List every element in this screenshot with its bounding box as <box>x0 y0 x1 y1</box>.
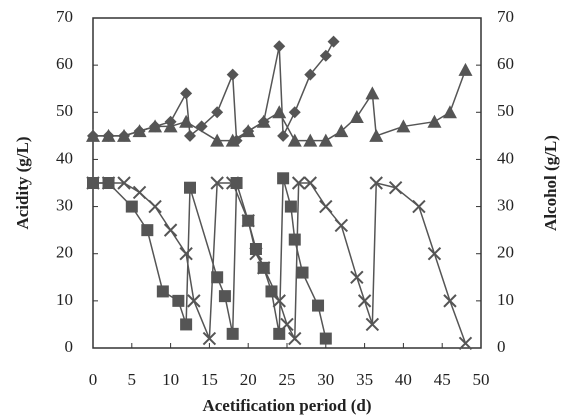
square-marker <box>273 328 285 340</box>
x-tick-label: 30 <box>317 370 334 389</box>
chart: Acetification period (d) Acidity (g/L) A… <box>0 0 567 419</box>
y-tick-label: 10 <box>56 290 73 309</box>
square-marker <box>184 182 196 194</box>
series-line <box>93 70 465 141</box>
y-tick-label: 50 <box>56 101 73 120</box>
triangle-marker <box>427 115 441 128</box>
triangle-marker <box>179 115 193 128</box>
square-marker <box>285 201 297 213</box>
x-tick-label: 10 <box>162 370 179 389</box>
y2-tick-label: 20 <box>497 243 514 262</box>
x-tick-label: 25 <box>279 370 296 389</box>
series-line <box>93 42 334 141</box>
y2-tick-label: 0 <box>497 337 506 356</box>
triangle-marker <box>443 105 457 118</box>
square-marker <box>157 285 169 297</box>
square-marker <box>180 318 192 330</box>
y-tick-label: 0 <box>65 337 74 356</box>
cross-marker <box>335 219 347 231</box>
cross-marker <box>390 182 402 194</box>
x-tick-label: 50 <box>473 370 490 389</box>
cross-marker <box>351 271 363 283</box>
square-marker <box>126 201 138 213</box>
diamond-marker <box>277 130 289 142</box>
x-tick-label: 40 <box>395 370 412 389</box>
diamond-marker <box>328 36 340 48</box>
x-axis-label: Acetification period (d) <box>202 396 371 415</box>
x-tick-label: 20 <box>240 370 257 389</box>
diamond-marker <box>273 40 285 52</box>
cross-marker <box>134 186 146 198</box>
diamond-marker <box>227 69 239 81</box>
cross-marker <box>359 295 371 307</box>
y2-tick-label: 10 <box>497 290 514 309</box>
cross-marker <box>281 318 293 330</box>
cross-marker <box>165 224 177 236</box>
square-marker <box>297 267 309 279</box>
y-tick-label: 70 <box>56 7 73 26</box>
square-marker <box>141 224 153 236</box>
square-marker <box>320 333 332 345</box>
x-tick-label: 5 <box>128 370 137 389</box>
cross-marker <box>444 295 456 307</box>
cross-marker <box>320 201 332 213</box>
triangle-marker <box>272 105 286 118</box>
y2-tick-label: 60 <box>497 54 514 73</box>
square-marker <box>312 300 324 312</box>
square-marker <box>277 172 289 184</box>
square-marker <box>289 234 301 246</box>
y2-tick-label: 30 <box>497 195 514 214</box>
square-marker <box>219 290 231 302</box>
y2-tick-label: 40 <box>497 148 514 167</box>
triangle-marker <box>458 63 472 76</box>
triangle-marker <box>365 86 379 99</box>
square-marker <box>227 328 239 340</box>
cross-marker <box>428 248 440 260</box>
y2-tick-label: 70 <box>497 7 514 26</box>
y2-tick-label: 50 <box>497 101 514 120</box>
triangle-marker <box>350 110 364 123</box>
x-tick-label: 45 <box>434 370 451 389</box>
x-tick-label: 35 <box>356 370 373 389</box>
triangle-marker <box>369 129 383 142</box>
y-tick-label: 60 <box>56 54 73 73</box>
y-tick-label: 40 <box>56 148 73 167</box>
diamond-marker <box>289 106 301 118</box>
square-marker <box>172 295 184 307</box>
y-tick-label: 30 <box>56 195 73 214</box>
square-marker <box>265 285 277 297</box>
y-axis-label: Acidity (g/L) <box>13 136 32 229</box>
cross-marker <box>413 201 425 213</box>
x-tick-label: 15 <box>201 370 218 389</box>
x-tick-label: 0 <box>89 370 98 389</box>
diamond-marker <box>180 87 192 99</box>
cross-marker <box>149 201 161 213</box>
y-tick-label: 20 <box>56 243 73 262</box>
y2-axis-label: Alcohol (g/L) <box>541 135 560 231</box>
